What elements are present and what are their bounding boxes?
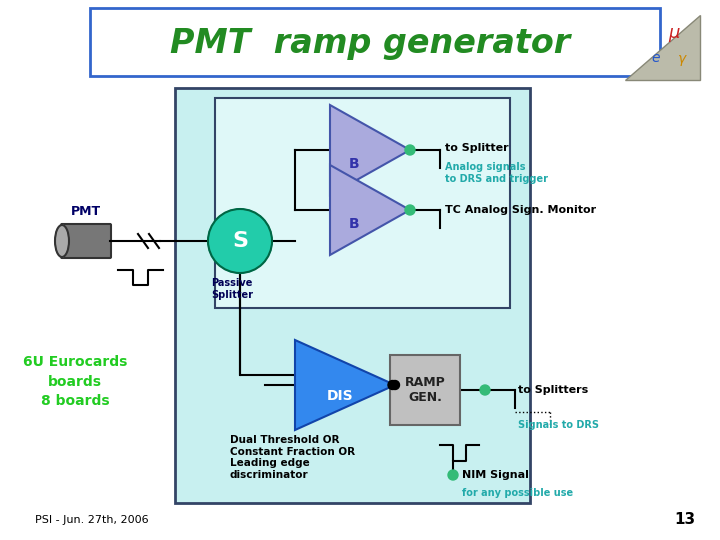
Polygon shape: [625, 15, 700, 80]
Text: RAMP
GEN.: RAMP GEN.: [405, 376, 446, 404]
Text: for any possible use: for any possible use: [462, 488, 573, 498]
FancyBboxPatch shape: [390, 355, 460, 425]
Circle shape: [390, 381, 400, 389]
Circle shape: [480, 385, 490, 395]
Circle shape: [388, 381, 397, 389]
Circle shape: [405, 205, 415, 215]
Text: PMT  ramp generator: PMT ramp generator: [170, 28, 570, 60]
Text: 6U Eurocards
boards
8 boards: 6U Eurocards boards 8 boards: [23, 355, 127, 408]
Circle shape: [208, 209, 272, 273]
FancyBboxPatch shape: [175, 88, 530, 503]
FancyBboxPatch shape: [90, 8, 660, 76]
Polygon shape: [330, 165, 410, 255]
Text: S: S: [232, 231, 248, 251]
Text: Signals to DRS: Signals to DRS: [518, 420, 599, 430]
Text: DIS: DIS: [327, 389, 354, 403]
Circle shape: [405, 145, 415, 155]
Text: $\gamma$: $\gamma$: [677, 52, 688, 68]
Text: Analog signals
to DRS and trigger: Analog signals to DRS and trigger: [445, 162, 548, 184]
Text: $\mu$: $\mu$: [667, 26, 680, 44]
FancyBboxPatch shape: [61, 224, 111, 258]
Text: to Splitters: to Splitters: [518, 385, 588, 395]
Text: $e$: $e$: [651, 51, 661, 65]
Text: NIM Signal: NIM Signal: [462, 470, 529, 480]
Text: PSI - Jun. 27th, 2006: PSI - Jun. 27th, 2006: [35, 515, 148, 525]
Text: Passive
Splitter: Passive Splitter: [211, 278, 253, 300]
Text: 13: 13: [674, 512, 695, 528]
Text: TC Analog Sign. Monitor: TC Analog Sign. Monitor: [445, 205, 596, 215]
Text: Dual Threshold OR
Constant Fraction OR
Leading edge
discriminator: Dual Threshold OR Constant Fraction OR L…: [230, 435, 355, 480]
Polygon shape: [330, 105, 410, 195]
Text: B: B: [348, 217, 359, 231]
Text: PMT: PMT: [71, 205, 101, 218]
FancyBboxPatch shape: [215, 98, 510, 308]
Text: B: B: [348, 157, 359, 171]
Circle shape: [448, 470, 458, 480]
Ellipse shape: [55, 225, 69, 257]
Polygon shape: [295, 340, 395, 430]
Text: to Splitter: to Splitter: [445, 143, 508, 153]
